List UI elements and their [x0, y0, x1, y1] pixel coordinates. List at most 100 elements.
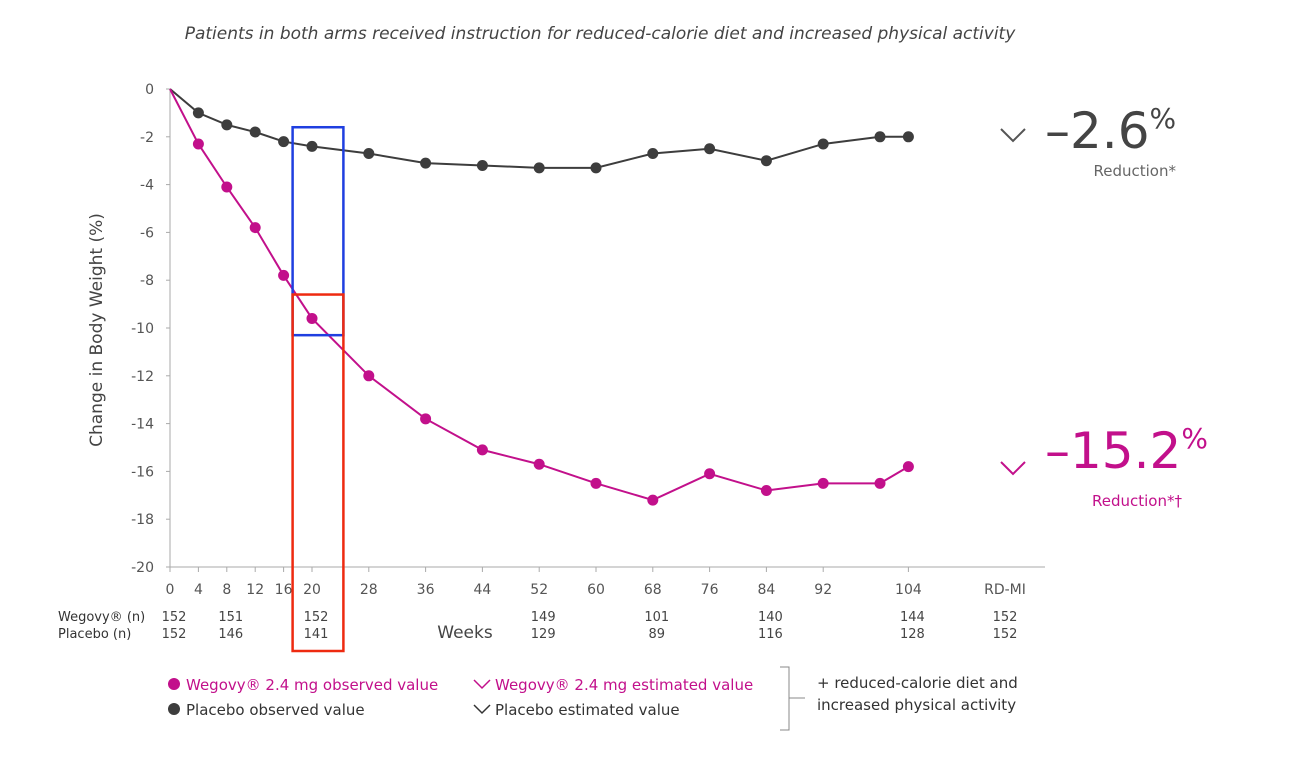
y-tick-label: -6 [140, 225, 154, 241]
data-point [249, 126, 261, 138]
n-value: 140 [758, 610, 783, 625]
x-tick-label: 0 [166, 582, 175, 598]
x-tick-label: 8 [222, 582, 231, 598]
y-tick-label: -18 [131, 512, 154, 528]
legend-note-line2: increased physical activity [817, 696, 1016, 714]
x-tick-label: 4 [194, 582, 203, 598]
wegovy-reduction-value: –15.2% [1045, 422, 1208, 480]
y-tick-label: 0 [145, 82, 154, 98]
wegovy-reduction-label: Reduction*† [1092, 492, 1182, 510]
data-point [363, 370, 375, 382]
y-axis-ticks: 0 -2 -4 -6 -8 -10 -12 -14 -16 -18 -20 [131, 82, 170, 576]
n-value: 152 [304, 610, 329, 625]
n-value: 152 [993, 627, 1018, 642]
n-value: 89 [649, 627, 666, 642]
data-point [760, 485, 772, 497]
x-tick-label: 84 [757, 582, 775, 598]
y-tick-label: -4 [140, 178, 154, 194]
n-value: 116 [758, 627, 783, 642]
data-point [221, 181, 233, 193]
n-row-label: Wegovy® (n) [58, 610, 145, 625]
n-value: 152 [162, 627, 187, 642]
data-point [533, 162, 545, 174]
y-tick-label: -14 [131, 417, 154, 433]
x-tick-label: 104 [895, 582, 922, 598]
placebo-observed-marker-icon [168, 703, 180, 715]
legend-wegovy-observed: Wegovy® 2.4 mg observed value [186, 676, 438, 694]
series-group [169, 88, 914, 506]
placebo-estimated-chevron-icon [473, 704, 491, 715]
y-tick-label: -10 [131, 321, 154, 337]
placebo-reduction-value: –2.6% [1045, 102, 1176, 160]
data-point [278, 136, 290, 148]
x-tick-label: 76 [701, 582, 719, 598]
legend-note-line1: + reduced-calorie diet and [817, 674, 1018, 692]
highlight-box [291, 125, 345, 337]
data-point [874, 477, 886, 489]
data-point [476, 159, 488, 171]
x-tick-label: 52 [530, 582, 548, 598]
x-axis-label: Weeks [437, 623, 493, 643]
y-tick-label: -16 [131, 464, 154, 480]
series-line [169, 88, 909, 169]
data-point [647, 148, 659, 160]
x-tick-label: 28 [360, 582, 378, 598]
data-point [817, 138, 829, 150]
n-value: 149 [531, 610, 556, 625]
n-row-label: Placebo (n) [58, 627, 131, 642]
data-point [590, 477, 602, 489]
n-value: 152 [993, 610, 1018, 625]
wegovy-estimated-chevron-icon [473, 679, 491, 690]
data-point [647, 494, 659, 506]
data-point [192, 107, 204, 119]
y-tick-label: -12 [131, 369, 154, 385]
x-tick-label: 16 [275, 582, 293, 598]
data-point [420, 157, 432, 169]
data-point [760, 155, 772, 167]
data-point [476, 444, 488, 456]
x-tick-label: 36 [417, 582, 435, 598]
n-value: 129 [531, 627, 556, 642]
data-point [590, 162, 602, 174]
n-value: 151 [218, 610, 243, 625]
x-tick-label: 92 [814, 582, 832, 598]
chart-subtitle: Patients in both arms received instructi… [185, 24, 1017, 44]
placebo-reduction-label: Reduction* [1094, 162, 1177, 180]
n-value: 128 [900, 627, 925, 642]
data-point [704, 143, 716, 155]
wegovy-chevron-icon [1000, 461, 1026, 476]
data-point [420, 413, 432, 425]
data-point [221, 119, 233, 131]
x-tick-label: RD-MI [984, 582, 1026, 598]
highlight-box [291, 293, 345, 653]
legend: Wegovy® 2.4 mg observed value Wegovy® 2.… [168, 666, 1018, 731]
y-tick-label: -2 [140, 130, 154, 146]
n-value: 144 [900, 610, 925, 625]
n-table: Wegovy® (n) 152 151 152 149 101 140 144 152 Place… [58, 610, 1017, 642]
x-tick-label: 68 [644, 582, 662, 598]
axes [169, 89, 1045, 568]
legend-bracket [780, 666, 790, 731]
y-tick-label: -20 [131, 560, 154, 576]
legend-placebo-observed: Placebo observed value [186, 701, 365, 719]
x-tick-label: 44 [473, 582, 491, 598]
wegovy-observed-marker-icon [168, 678, 180, 690]
highlight-boxes [291, 125, 345, 653]
data-point [874, 131, 886, 143]
data-point [306, 140, 318, 152]
x-tick-label: 20 [303, 582, 321, 598]
data-point [817, 477, 829, 489]
y-tick-label: -8 [140, 273, 154, 289]
n-value: 146 [218, 627, 243, 642]
y-axis-label: Change in Body Weight (%) [87, 213, 107, 447]
x-axis-ticks: 0 4 8 12 16 20 28 36 44 52 60 68 76 84 92 104 RD-MI [166, 567, 1026, 598]
data-point [902, 131, 914, 143]
n-value: 141 [304, 627, 329, 642]
n-value: 101 [644, 610, 669, 625]
data-point [249, 222, 261, 234]
data-point [278, 269, 290, 281]
data-point [704, 468, 716, 480]
data-point [363, 148, 375, 160]
data-point [306, 312, 318, 324]
